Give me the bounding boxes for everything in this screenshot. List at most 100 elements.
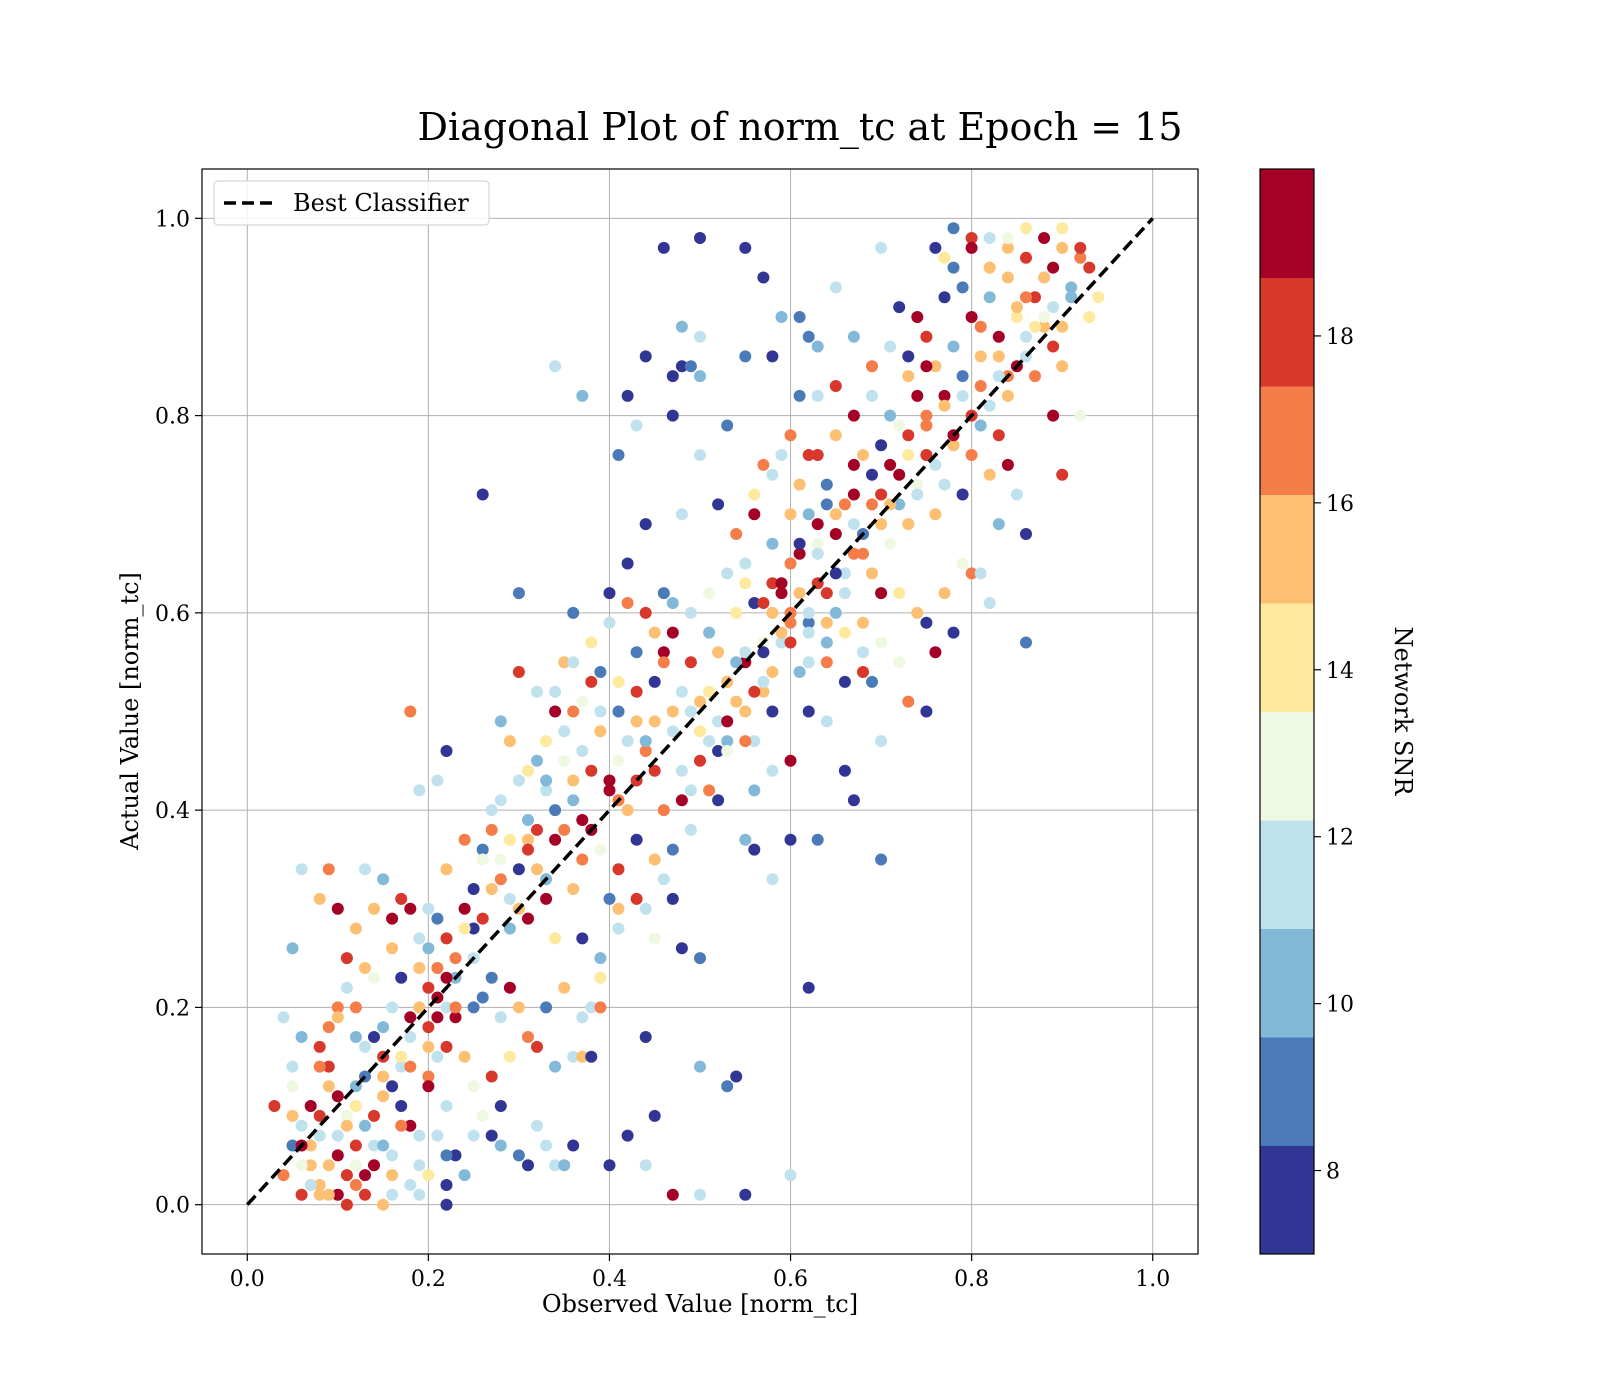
scatter-point-288 xyxy=(567,705,580,718)
scatter-point-48 xyxy=(413,962,426,974)
scatter-point-454 xyxy=(377,1139,390,1152)
scatter-point-223 xyxy=(866,675,878,688)
scatter-point-327 xyxy=(920,449,933,461)
scatter-point-565 xyxy=(467,1129,480,1142)
scatter-point-298 xyxy=(657,656,670,669)
scatter-point-94 xyxy=(838,567,851,580)
scatter-point-400 xyxy=(793,478,806,491)
scatter-point-46 xyxy=(368,971,380,984)
scatter-points xyxy=(268,222,1105,1211)
scatter-point-93 xyxy=(829,508,842,521)
scatter-point-411 xyxy=(992,370,1005,383)
scatter-point-274 xyxy=(422,942,435,955)
scatter-point-325 xyxy=(902,518,915,531)
scatter-point-199 xyxy=(893,301,906,314)
scatter-point-106 xyxy=(947,439,960,452)
x-tick-label-4: 0.8 xyxy=(954,1267,989,1292)
scatter-point-6 xyxy=(340,1109,353,1122)
scatter-point-225 xyxy=(847,794,860,807)
scatter-point-522 xyxy=(603,616,616,629)
scatter-point-478 xyxy=(811,547,824,560)
scatter-point-43 xyxy=(359,1119,371,1132)
scatter-point-385 xyxy=(893,419,906,432)
scatter-point-134 xyxy=(494,1100,507,1112)
scatter-point-360 xyxy=(730,695,743,708)
scatter-point-311 xyxy=(775,587,788,600)
scatter-point-301 xyxy=(684,705,697,718)
scatter-point-313 xyxy=(793,666,806,678)
scatter-point-392 xyxy=(1020,251,1032,264)
scatter-point-61 xyxy=(540,784,553,797)
scatter-point-558 xyxy=(286,1060,299,1073)
scatter-point-226 xyxy=(875,853,888,866)
scatter-point-229 xyxy=(784,754,797,767)
y-tick-label-4: 0.8 xyxy=(155,405,190,430)
scatter-point-257 xyxy=(368,1031,380,1043)
scatter-point-5 xyxy=(331,1149,344,1162)
scatter-point-262 xyxy=(322,1060,335,1073)
scatter-point-16 xyxy=(304,1100,317,1112)
scatter-point-38 xyxy=(359,1188,371,1201)
scatter-point-53 xyxy=(467,883,480,895)
scatter-point-366 xyxy=(630,833,643,846)
scatter-point-270 xyxy=(377,873,390,886)
scatter-point-136 xyxy=(531,1119,543,1132)
colorbar-segment-4 xyxy=(1260,711,1314,821)
scatter-point-233 xyxy=(739,833,752,846)
scatter-point-561 xyxy=(349,1159,362,1172)
scatter-point-519 xyxy=(657,587,670,600)
scatter-point-442 xyxy=(368,1159,380,1172)
scatter-point-122 xyxy=(1092,291,1105,304)
scatter-point-396 xyxy=(748,488,761,501)
scatter-point-304 xyxy=(712,646,725,659)
scatter-point-3 xyxy=(313,1129,326,1142)
scatter-point-536 xyxy=(630,646,643,659)
scatter-point-483 xyxy=(902,449,915,461)
scatter-point-506 xyxy=(811,389,824,402)
scatter-point-497 xyxy=(1001,232,1014,244)
scatter-point-480 xyxy=(847,518,860,531)
scatter-point-432 xyxy=(531,863,543,876)
scatter-point-164 xyxy=(512,587,525,600)
scatter-point-281 xyxy=(503,833,516,846)
scatter-point-142 xyxy=(576,1050,589,1063)
scatter-point-542 xyxy=(739,577,752,590)
scatter-point-534 xyxy=(594,705,607,718)
scatter-point-206 xyxy=(1020,222,1032,235)
scatter-point-523 xyxy=(585,636,598,649)
scatter-point-336 xyxy=(1001,389,1014,402)
scatter-point-526 xyxy=(531,685,543,698)
scatter-point-269 xyxy=(359,863,371,876)
scatter-point-186 xyxy=(811,340,824,353)
scatter-point-242 xyxy=(576,932,589,945)
scatter-point-50 xyxy=(440,932,453,945)
scatter-point-348 xyxy=(938,587,951,600)
scatter-point-268 xyxy=(349,922,362,935)
scatter-point-505 xyxy=(829,380,842,392)
scatter-point-370 xyxy=(558,823,571,836)
scatter-point-21 xyxy=(386,912,399,925)
scatter-point-402 xyxy=(829,429,842,442)
scatter-point-201 xyxy=(929,241,942,254)
scatter-point-105 xyxy=(938,389,951,402)
scatter-point-252 xyxy=(422,1021,435,1034)
x-tick-label-1: 0.2 xyxy=(411,1267,446,1292)
scatter-point-256 xyxy=(377,1070,390,1083)
scatter-point-527 xyxy=(512,666,525,678)
scatter-point-447 xyxy=(313,1109,326,1122)
scatter-point-75 xyxy=(666,705,679,718)
scatter-point-2 xyxy=(304,1159,317,1172)
scatter-point-144 xyxy=(621,1129,634,1142)
scatter-point-230 xyxy=(766,705,779,718)
scatter-point-266 xyxy=(286,1080,299,1093)
scatter-point-60 xyxy=(531,823,543,836)
scatter-point-382 xyxy=(838,498,851,511)
scatter-point-237 xyxy=(657,873,670,886)
scatter-point-125 xyxy=(458,833,471,846)
scatter-point-431 xyxy=(549,804,562,817)
scatter-point-289 xyxy=(576,745,589,757)
scatter-point-90 xyxy=(802,616,815,629)
scatter-point-293 xyxy=(612,754,625,767)
scatter-point-158 xyxy=(721,1080,734,1093)
scatter-point-427 xyxy=(630,715,643,728)
